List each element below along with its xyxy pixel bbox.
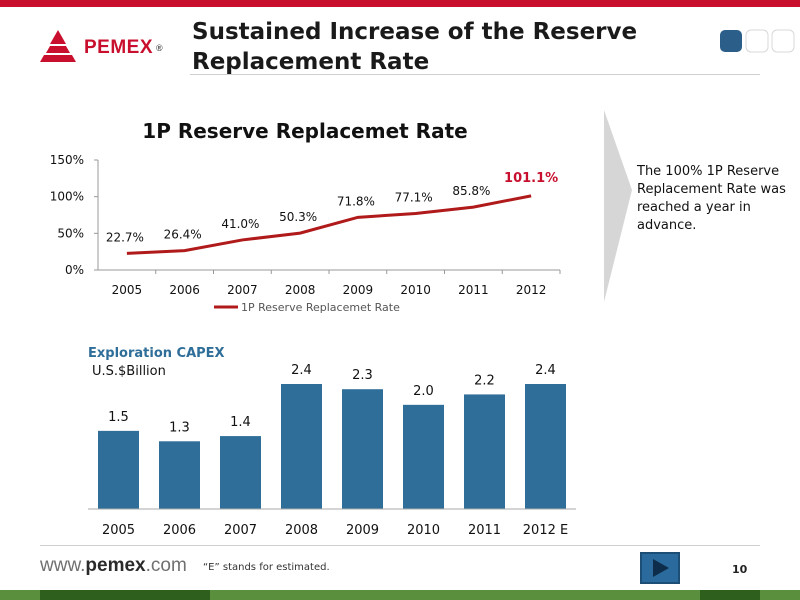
side-panel-chevron bbox=[604, 110, 632, 302]
bar-x-label: 2009 bbox=[346, 523, 379, 538]
y-tick-label: 0% bbox=[65, 263, 84, 277]
line-data-label: 101.1% bbox=[504, 171, 558, 186]
next-slide-button[interactable] bbox=[640, 552, 680, 584]
y-tick-label: 50% bbox=[57, 226, 84, 240]
bar bbox=[281, 384, 322, 509]
bar-value-label: 1.3 bbox=[169, 420, 190, 435]
line-data-label: 50.3% bbox=[279, 210, 317, 224]
x-tick-label: 2005 bbox=[112, 283, 143, 297]
line-chart-x-ticks: 2005 2006 2007 2008 2009 2010 2011 2012 bbox=[112, 270, 561, 297]
header-divider bbox=[190, 74, 760, 75]
pemex-logo-icon bbox=[40, 30, 76, 62]
bar-chart-subtitle: U.S.$Billion bbox=[92, 364, 166, 379]
line-chart-y-ticks: 0% 50% 100% 150% bbox=[50, 153, 98, 277]
top-accent-bar bbox=[0, 0, 800, 7]
bar-value-label: 1.4 bbox=[230, 415, 251, 430]
y-tick-label: 100% bbox=[50, 190, 84, 204]
bar-value-label: 2.2 bbox=[474, 373, 495, 388]
side-note-text: The 100% 1P Reserve Replacement Rate was… bbox=[637, 164, 786, 233]
play-arrow-icon bbox=[653, 559, 669, 577]
bar bbox=[342, 389, 383, 509]
bottom-band bbox=[0, 590, 800, 600]
bar bbox=[403, 404, 444, 509]
line-chart-axes bbox=[97, 160, 560, 271]
footer-website[interactable]: www.pemex.com bbox=[40, 555, 187, 576]
bar-value-label: 2.4 bbox=[291, 363, 312, 378]
bar-chart-x-ticks: 2005 2006 2007 2008 2009 2010 2011 2012 E bbox=[102, 523, 568, 538]
bar bbox=[464, 394, 505, 509]
x-tick-label: 2008 bbox=[285, 283, 316, 297]
x-tick-label: 2010 bbox=[400, 283, 431, 297]
logo-wordmark: PEMEX ® bbox=[84, 37, 164, 58]
x-tick-label: 2011 bbox=[458, 283, 489, 297]
line-data-label: 77.1% bbox=[395, 190, 433, 204]
line-data-label: 22.7% bbox=[106, 230, 144, 244]
footer-estimate-note: “E” stands for estimated. bbox=[203, 562, 330, 573]
bar-x-label: 2006 bbox=[163, 523, 196, 538]
line-chart-title: 1P Reserve Replacemet Rate bbox=[142, 119, 467, 143]
charts-canvas: 1P Reserve Replacemet Rate 0% 50% 100% 150%… bbox=[50, 119, 576, 538]
bar-x-label: 2010 bbox=[407, 523, 440, 538]
bar bbox=[220, 436, 261, 509]
bar bbox=[98, 430, 139, 509]
x-tick-label: 2012 bbox=[516, 283, 547, 297]
line-series-reserve-rate bbox=[126, 194, 532, 255]
bar-chart-bars bbox=[98, 384, 566, 509]
y-tick-label: 150% bbox=[50, 153, 84, 167]
x-tick-label: 2007 bbox=[227, 283, 258, 297]
footer-divider bbox=[40, 545, 760, 546]
x-tick-label: 2009 bbox=[343, 283, 374, 297]
bar-x-label: 2012 E bbox=[523, 523, 568, 538]
line-data-label: 26.4% bbox=[164, 228, 202, 242]
bar-x-label: 2008 bbox=[285, 523, 318, 538]
bar-value-label: 2.3 bbox=[352, 368, 373, 383]
line-data-label: 41.0% bbox=[221, 217, 259, 231]
bar bbox=[159, 441, 200, 509]
bar-value-label: 1.5 bbox=[108, 410, 129, 425]
nav-tiles-icon bbox=[720, 29, 795, 53]
bar-x-label: 2005 bbox=[102, 523, 135, 538]
legend-label: 1P Reserve Replacemet Rate bbox=[241, 301, 400, 314]
page-title: Sustained Increase of the Reserve Replac… bbox=[192, 19, 638, 75]
line-data-label: 85.8% bbox=[452, 184, 490, 198]
bar-chart-value-labels: 1.5 1.3 1.4 2.4 2.3 2.0 2.2 2.4 bbox=[108, 363, 556, 435]
line-data-label: 71.8% bbox=[337, 194, 375, 208]
line-chart-legend: 1P Reserve Replacemet Rate bbox=[214, 301, 400, 314]
bar-x-label: 2011 bbox=[468, 523, 501, 538]
bar-value-label: 2.4 bbox=[535, 363, 556, 378]
bar-chart-title: Exploration CAPEX bbox=[88, 346, 225, 361]
bar-value-label: 2.0 bbox=[413, 384, 434, 399]
bar-x-label: 2007 bbox=[224, 523, 257, 538]
bar bbox=[525, 384, 566, 509]
x-tick-label: 2006 bbox=[169, 283, 200, 297]
page-number: 10 bbox=[732, 563, 748, 576]
line-chart-data-labels: 22.7% 26.4% 41.0% 50.3% 71.8% 77.1% 85.8% 101.1… bbox=[106, 171, 558, 244]
